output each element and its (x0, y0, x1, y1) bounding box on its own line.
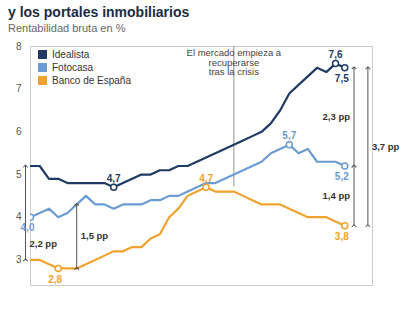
svg-text:4,0: 4,0 (21, 222, 35, 233)
svg-text:8: 8 (16, 41, 22, 52)
svg-text:6: 6 (16, 126, 22, 137)
svg-text:5,7: 5,7 (282, 130, 296, 141)
svg-text:2,3 pp: 2,3 pp (323, 111, 351, 122)
svg-text:2,8: 2,8 (48, 274, 62, 285)
svg-text:5: 5 (16, 169, 22, 180)
html-text:Rentabilidad bruta en %: Rentabilidad bruta en % (8, 22, 126, 34)
svg-text:7,6: 7,6 (329, 49, 343, 60)
svg-text:3,8: 3,8 (335, 231, 349, 242)
svg-text:2,2 pp: 2,2 pp (30, 238, 58, 249)
html-text:Idealista: Idealista (52, 49, 90, 60)
svg-text:7,5: 7,5 (335, 73, 349, 84)
svg-text:4,7: 4,7 (107, 173, 121, 184)
svg-text:3,7 pp: 3,7 pp (372, 141, 400, 152)
svg-text:El mercado empieza arecuperars: El mercado empieza arecuperarsetras la c… (187, 47, 282, 77)
svg-text:7: 7 (16, 83, 22, 94)
svg-text:1,5 pp: 1,5 pp (81, 230, 109, 241)
svg-text:1,4 pp: 1,4 pp (323, 190, 351, 201)
html-text:y los portales inmobiliarios: y los portales inmobiliarios (8, 4, 190, 20)
html-text:Fotocasa: Fotocasa (52, 62, 94, 73)
svg-text:3: 3 (16, 254, 22, 265)
html-text:Banco de España: Banco de España (52, 75, 131, 86)
svg-text:5,2: 5,2 (335, 171, 349, 182)
svg-text:4: 4 (16, 211, 22, 222)
svg-text:4,7: 4,7 (199, 173, 213, 184)
